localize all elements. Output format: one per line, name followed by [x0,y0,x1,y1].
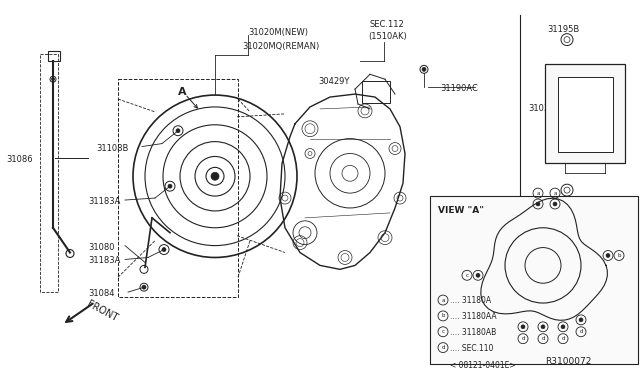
Text: .... SEC.110: .... SEC.110 [450,344,493,353]
Circle shape [476,273,480,277]
Text: 31036: 31036 [528,104,555,113]
Text: c: c [442,329,445,334]
Circle shape [422,67,426,71]
Text: b: b [441,313,445,318]
Circle shape [211,172,219,180]
Circle shape [162,248,166,251]
Text: d: d [579,329,583,334]
Text: 31086: 31086 [6,155,33,164]
Text: b: b [617,253,621,258]
Text: (1510AK): (1510AK) [368,32,407,41]
Text: c: c [465,273,468,278]
Text: 31080: 31080 [88,243,115,251]
Text: 31190AC: 31190AC [440,84,478,93]
Text: .... 31180AA: .... 31180AA [450,312,497,321]
Text: VIEW "A": VIEW "A" [438,206,484,215]
Text: 31020MQ(REMAN): 31020MQ(REMAN) [242,42,319,51]
Circle shape [606,253,610,257]
Circle shape [553,202,557,206]
Text: A: A [178,87,187,97]
Text: 31183A: 31183A [88,256,120,266]
Text: 31020M(NEW): 31020M(NEW) [248,28,308,37]
Bar [362,81,390,103]
Circle shape [579,318,583,322]
Text: 31084: 31084 [88,289,115,298]
Circle shape [176,129,180,133]
Text: 31183A: 31183A [88,197,120,206]
Bar [545,64,625,163]
Circle shape [51,78,54,81]
Text: < 08121-0401E>: < 08121-0401E> [450,362,516,371]
Circle shape [521,325,525,329]
Text: 31195B: 31195B [547,25,579,34]
Text: R3100072: R3100072 [545,356,591,366]
Text: SEC.112: SEC.112 [370,20,404,29]
Text: d: d [441,345,445,350]
Circle shape [168,184,172,188]
Text: d: d [561,336,564,341]
Text: a: a [553,190,557,196]
Circle shape [561,325,565,329]
Text: 30429Y: 30429Y [318,77,349,86]
Text: .... 31180AB: .... 31180AB [450,328,496,337]
Bar [48,51,60,61]
Circle shape [142,285,146,289]
Bar [40,54,58,292]
Text: d: d [541,336,545,341]
Circle shape [541,325,545,329]
Bar [118,79,238,297]
Circle shape [536,202,540,206]
Bar [430,196,638,365]
Text: 31108B: 31108B [96,144,129,153]
Bar [558,77,613,151]
Text: .... 31180A: .... 31180A [450,296,491,305]
Text: 31185B: 31185B [548,198,580,207]
Text: a: a [536,190,540,196]
Text: d: d [521,336,525,341]
Text: FRONT: FRONT [85,299,120,324]
Text: a: a [441,298,445,302]
